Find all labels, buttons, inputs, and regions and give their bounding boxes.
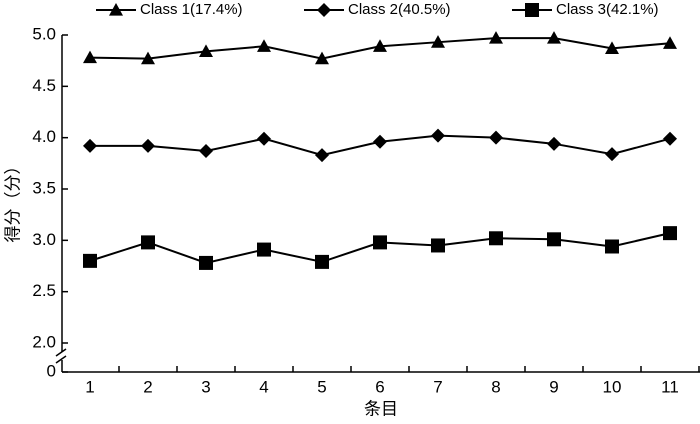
x-tick-label: 4 [259, 377, 268, 396]
marker [141, 235, 155, 250]
marker [489, 231, 503, 246]
marker [605, 239, 619, 254]
x-tick-label: 5 [317, 377, 326, 396]
marker [83, 138, 97, 153]
legend-label: Class 2(40.5%) [348, 1, 451, 18]
marker [199, 255, 213, 270]
marker [141, 51, 155, 65]
legend-label: Class 3(42.1%) [556, 1, 659, 18]
marker [547, 31, 561, 44]
x-axis-label: 条目 [364, 399, 398, 418]
x-tick-label: 9 [549, 377, 558, 396]
marker [257, 242, 271, 257]
marker [489, 130, 503, 145]
marker [547, 136, 561, 151]
marker [373, 39, 387, 52]
y-tick-label: 3.5 [32, 178, 56, 197]
marker [83, 253, 97, 268]
y-tick-label: 2.0 [32, 332, 56, 351]
marker [199, 44, 213, 58]
marker [199, 144, 213, 159]
axis-break [55, 348, 67, 357]
marker [605, 41, 619, 54]
marker [83, 50, 97, 64]
marker [431, 128, 445, 143]
marker [605, 147, 619, 162]
legend-label: Class 1(17.4%) [140, 1, 243, 18]
marker [663, 226, 677, 241]
marker [431, 35, 445, 48]
marker [489, 31, 503, 44]
marker [109, 3, 123, 16]
marker [547, 232, 561, 247]
marker [315, 148, 329, 163]
y-tick-label: 3.0 [32, 230, 56, 249]
marker [373, 134, 387, 149]
marker [317, 3, 331, 17]
marker [525, 3, 539, 17]
axis-break-gap [55, 352, 69, 360]
marker [315, 51, 329, 65]
marker [663, 131, 677, 146]
axis-break [55, 355, 67, 364]
marker [257, 39, 271, 52]
x-tick-label: 2 [143, 377, 152, 396]
x-tick-label: 1 [85, 377, 94, 396]
x-tick-label: 6 [375, 377, 384, 396]
x-tick-label: 8 [491, 377, 500, 396]
marker [315, 254, 329, 269]
x-tick-label: 3 [201, 377, 210, 396]
y-tick-label: 4.0 [32, 127, 56, 146]
marker [257, 131, 271, 146]
y-tick-label: 5.0 [32, 24, 56, 43]
y-axis-label: 得分（分） [3, 158, 22, 243]
x-tick-label: 7 [433, 377, 442, 396]
y-tick-label: 4.5 [32, 76, 56, 95]
y-tick-label: 0 [47, 361, 56, 380]
marker [431, 238, 445, 253]
marker [141, 138, 155, 153]
x-tick-label: 10 [603, 377, 622, 396]
y-tick-label: 2.5 [32, 281, 56, 300]
marker [373, 235, 387, 250]
marker [663, 36, 677, 49]
x-tick-label: 11 [661, 377, 679, 396]
